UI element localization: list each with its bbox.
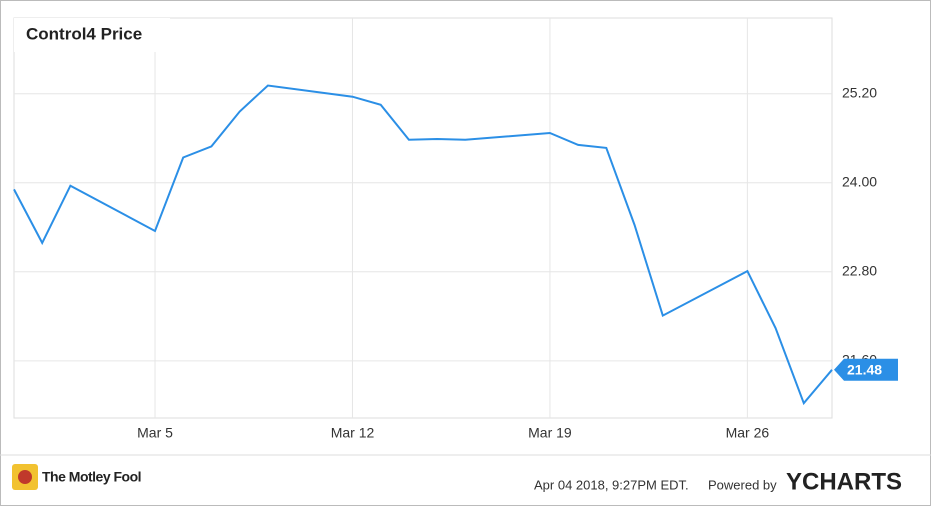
timestamp: Apr 04 2018, 9:27PM EDT. xyxy=(534,477,689,492)
price-line xyxy=(13,84,833,406)
grid xyxy=(14,18,832,418)
brand-logo xyxy=(12,464,38,490)
x-tick-label: Mar 12 xyxy=(331,425,375,441)
x-tick-label: Mar 5 xyxy=(137,425,173,441)
title-box xyxy=(14,18,170,52)
y-tick-label: 24.00 xyxy=(842,173,877,189)
chart-title: Control4 Price xyxy=(26,24,142,43)
x-tick-label: Mar 26 xyxy=(726,425,770,441)
last-value-badge xyxy=(834,358,898,381)
y-tick-label: 22.80 xyxy=(842,263,877,279)
last-value-label: 21.48 xyxy=(847,361,882,377)
provider: YCHARTS xyxy=(786,468,902,495)
x-tick-label: Mar 19 xyxy=(528,425,572,441)
brand: The Motley Fool xyxy=(42,469,141,485)
y-tick-label: 25.20 xyxy=(842,84,877,100)
powered-by: Powered by xyxy=(708,477,777,492)
plot-frame xyxy=(13,17,833,419)
